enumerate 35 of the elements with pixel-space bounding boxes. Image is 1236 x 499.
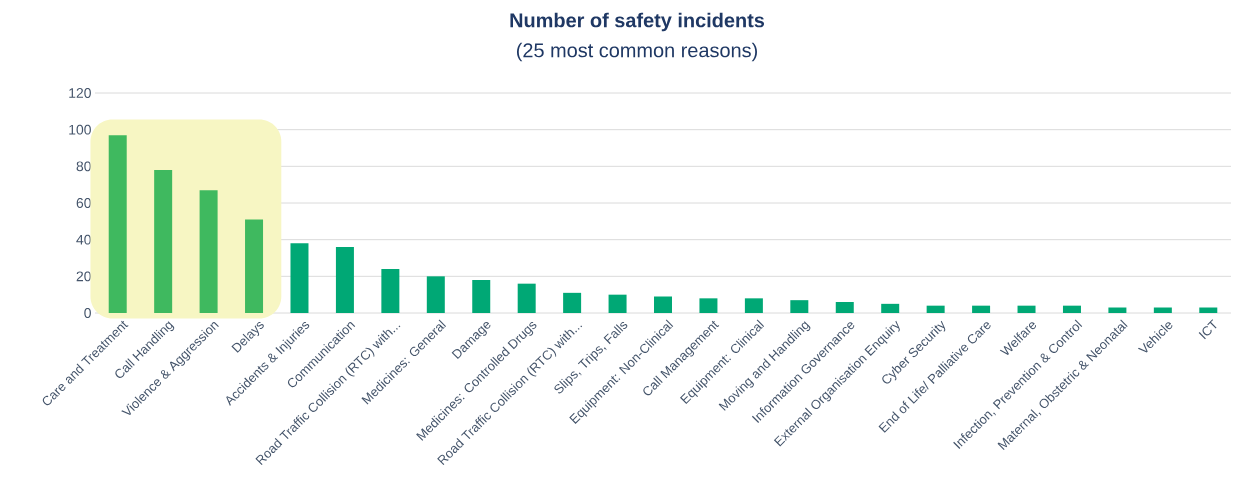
bar [1062, 305, 1081, 313]
chart-subtitle: (25 most common reasons) [516, 42, 757, 62]
y-tick-label: 20 [76, 271, 91, 282]
bar [472, 280, 491, 313]
bar [1017, 305, 1036, 313]
bar [290, 243, 309, 313]
bar [381, 269, 400, 313]
chart-title: Number of safety incidents [510, 12, 765, 32]
bar [744, 298, 763, 313]
bar [199, 190, 218, 313]
y-tick-label: 80 [76, 161, 91, 172]
bar [563, 292, 582, 313]
bar [972, 305, 991, 313]
y-tick-label: 120 [69, 88, 91, 98]
bar [245, 219, 264, 313]
bar [1199, 307, 1218, 313]
x-tick-label: ICT [1198, 319, 1217, 340]
bar [426, 276, 445, 313]
bar [1153, 307, 1172, 313]
y-tick-label: 0 [84, 308, 91, 318]
bar [699, 298, 718, 313]
y-tick-label: 40 [76, 234, 91, 245]
bar [881, 303, 900, 313]
bar [608, 294, 627, 313]
bar [108, 135, 127, 313]
y-tick-label: 60 [76, 198, 91, 208]
y-tick-label: 100 [69, 124, 91, 135]
bar [654, 296, 672, 313]
bar [790, 300, 809, 313]
bar [335, 247, 354, 313]
bar [835, 302, 854, 313]
bar [517, 283, 536, 313]
bar [1108, 307, 1127, 313]
bar [926, 305, 945, 313]
bar [154, 170, 173, 313]
